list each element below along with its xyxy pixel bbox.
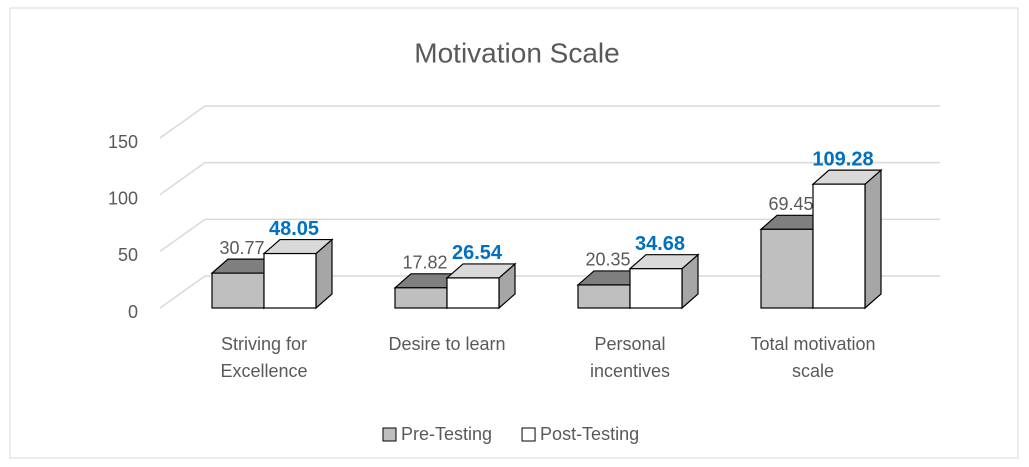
legend-label: Post-Testing bbox=[540, 424, 639, 444]
value-label: 26.54 bbox=[452, 242, 503, 264]
chart-title: Motivation Scale bbox=[414, 37, 619, 68]
x-tick-line: Excellence bbox=[220, 361, 307, 381]
x-tick-line: incentives bbox=[590, 361, 670, 381]
value-label: 48.05 bbox=[269, 218, 319, 240]
bar bbox=[628, 253, 700, 310]
value-label: 17.82 bbox=[402, 253, 447, 273]
bar-front bbox=[211, 272, 265, 309]
bar bbox=[262, 238, 334, 310]
legend-swatch bbox=[521, 427, 536, 442]
value-label: 34.68 bbox=[635, 233, 685, 255]
grid-line bbox=[159, 218, 940, 252]
y-tick-label: 50 bbox=[118, 245, 138, 265]
x-tick-label: Personal incentives bbox=[590, 334, 670, 381]
value-label: 30.77 bbox=[219, 238, 264, 258]
y-tick-label: 100 bbox=[108, 188, 138, 208]
bar-front bbox=[629, 268, 683, 309]
bar bbox=[445, 262, 517, 310]
x-tick-label: Striving for Excellence bbox=[220, 334, 307, 381]
x-tick-line: Total motivation bbox=[750, 334, 875, 354]
x-tick-line: scale bbox=[792, 361, 834, 381]
x-tick-line: Desire to learn bbox=[388, 334, 505, 354]
x-tick-line: Personal bbox=[594, 334, 665, 354]
legend-label: Pre-Testing bbox=[401, 424, 492, 444]
bar-front bbox=[812, 183, 866, 309]
y-tick-label: 150 bbox=[108, 132, 138, 152]
bar bbox=[811, 168, 883, 310]
bar-front bbox=[577, 284, 631, 309]
y-tick-label: 0 bbox=[128, 302, 138, 322]
legend-swatch bbox=[382, 427, 397, 442]
bar-front bbox=[394, 287, 448, 309]
value-label: 69.45 bbox=[768, 194, 813, 214]
x-tick-line: Striving for bbox=[221, 334, 307, 354]
bar-front bbox=[760, 228, 814, 309]
bar-front bbox=[263, 252, 317, 309]
grid-line bbox=[159, 105, 940, 139]
value-label: 109.28 bbox=[812, 148, 873, 170]
x-tick-label: Total motivation scale bbox=[750, 334, 875, 381]
bar-front bbox=[446, 277, 500, 309]
value-label: 20.35 bbox=[585, 250, 630, 270]
x-tick-label: Desire to learn bbox=[388, 334, 505, 354]
grid-line bbox=[159, 161, 940, 196]
bar-side bbox=[864, 168, 882, 310]
